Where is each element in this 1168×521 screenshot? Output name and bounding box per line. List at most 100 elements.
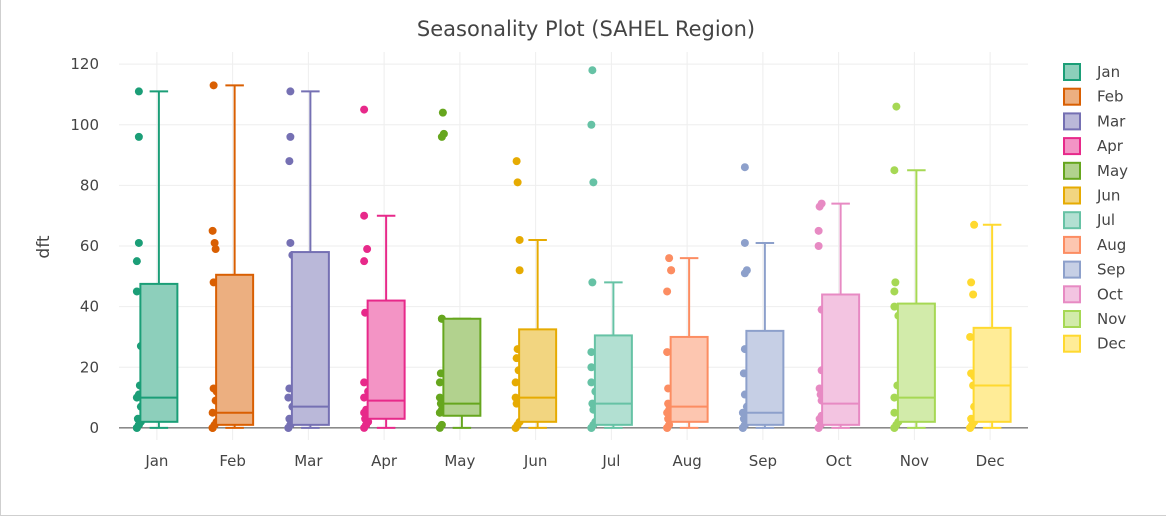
legend-item-feb[interactable]: Feb	[1063, 87, 1124, 106]
outlier-point[interactable]	[438, 108, 447, 117]
outlier-point[interactable]	[360, 211, 369, 220]
box-jun[interactable]	[511, 157, 558, 432]
outlier-point[interactable]	[738, 423, 747, 432]
outlier-point[interactable]	[511, 393, 520, 402]
outlier-point[interactable]	[663, 423, 672, 432]
outlier-point[interactable]	[132, 257, 141, 266]
box-iqr[interactable]	[366, 299, 406, 420]
legend-item-mar[interactable]: Mar	[1063, 112, 1126, 131]
outlier-point[interactable]	[360, 105, 369, 114]
outlier-point[interactable]	[211, 245, 220, 254]
outlier-point[interactable]	[132, 393, 141, 402]
outlier-point[interactable]	[285, 157, 294, 166]
outlier-point[interactable]	[663, 408, 672, 417]
outlier-point[interactable]	[132, 287, 141, 296]
outlier-point[interactable]	[890, 287, 899, 296]
legend-item-dec[interactable]: Dec	[1063, 334, 1126, 353]
legend[interactable]: Jan Feb Mar Apr May Jun Jul Aug Sep Oct Nov Dec	[1063, 63, 1128, 353]
legend-item-may[interactable]: May	[1063, 161, 1128, 180]
box-oct[interactable]	[814, 199, 861, 432]
outlier-point[interactable]	[814, 226, 823, 235]
outlier-point[interactable]	[814, 423, 823, 432]
box-iqr[interactable]	[290, 251, 330, 426]
box-iqr[interactable]	[518, 328, 558, 423]
outlier-point[interactable]	[814, 242, 823, 250]
outlier-point[interactable]	[967, 278, 976, 287]
outlier-point[interactable]	[966, 423, 975, 432]
outlier-point[interactable]	[740, 163, 749, 172]
outlier-point[interactable]	[969, 290, 978, 299]
outlier-point[interactable]	[134, 132, 143, 141]
outlier-point[interactable]	[890, 423, 899, 432]
box-aug[interactable]	[663, 254, 709, 432]
box-iqr[interactable]	[821, 293, 861, 426]
outlier-point[interactable]	[740, 269, 749, 278]
outlier-point[interactable]	[890, 302, 899, 311]
outlier-point[interactable]	[890, 166, 899, 175]
outlier-point[interactable]	[890, 393, 899, 402]
outlier-point[interactable]	[208, 408, 217, 417]
legend-item-aug[interactable]: Aug	[1063, 235, 1126, 254]
box-mar[interactable]	[284, 87, 330, 432]
outlier-point[interactable]	[209, 81, 218, 90]
outlier-point[interactable]	[587, 378, 596, 387]
box-iqr[interactable]	[442, 317, 482, 417]
outlier-point[interactable]	[667, 266, 676, 275]
box-iqr[interactable]	[896, 302, 936, 423]
outlier-point[interactable]	[738, 408, 747, 417]
outlier-point[interactable]	[360, 257, 369, 266]
outlier-point[interactable]	[132, 423, 141, 432]
outlier-point[interactable]	[134, 87, 143, 96]
legend-item-apr[interactable]: Apr	[1063, 137, 1124, 156]
outlier-point[interactable]	[663, 348, 672, 357]
outlier-point[interactable]	[511, 378, 520, 387]
outlier-point[interactable]	[587, 363, 596, 372]
outlier-point[interactable]	[363, 245, 372, 254]
box-iqr[interactable]	[139, 282, 179, 423]
outlier-point[interactable]	[892, 102, 901, 111]
outlier-point[interactable]	[589, 178, 598, 187]
outlier-point[interactable]	[435, 408, 444, 417]
box-apr[interactable]	[360, 105, 406, 432]
box-may[interactable]	[435, 108, 482, 432]
outlier-point[interactable]	[515, 235, 524, 244]
outlier-point[interactable]	[587, 348, 596, 357]
outlier-point[interactable]	[515, 266, 524, 275]
outlier-point[interactable]	[360, 393, 369, 402]
box-iqr[interactable]	[972, 326, 1012, 423]
legend-item-oct[interactable]: Oct	[1063, 285, 1123, 304]
box-jan[interactable]	[132, 87, 179, 432]
outlier-point[interactable]	[286, 132, 295, 141]
outlier-point[interactable]	[587, 120, 596, 129]
outlier-point[interactable]	[134, 238, 143, 247]
box-nov[interactable]	[890, 102, 936, 432]
box-iqr[interactable]	[669, 335, 709, 423]
legend-item-jul[interactable]: Jul	[1063, 211, 1115, 230]
outlier-point[interactable]	[970, 220, 979, 229]
box-jul[interactable]	[587, 66, 633, 432]
outlier-point[interactable]	[286, 238, 295, 247]
outlier-point[interactable]	[587, 423, 596, 432]
outlier-point[interactable]	[511, 423, 520, 432]
outlier-point[interactable]	[815, 202, 824, 211]
outlier-point[interactable]	[284, 393, 293, 402]
outlier-point[interactable]	[663, 287, 672, 296]
box-sep[interactable]	[738, 163, 785, 432]
outlier-point[interactable]	[740, 238, 749, 247]
outlier-point[interactable]	[286, 87, 295, 96]
outlier-point[interactable]	[210, 238, 219, 247]
outlier-point[interactable]	[588, 278, 597, 287]
outlier-point[interactable]	[208, 423, 217, 432]
outlier-point[interactable]	[891, 278, 900, 287]
outlier-point[interactable]	[665, 254, 674, 263]
legend-item-sep[interactable]: Sep	[1063, 260, 1125, 279]
outlier-point[interactable]	[890, 408, 899, 417]
legend-item-jun[interactable]: Jun	[1063, 186, 1120, 205]
outlier-point[interactable]	[208, 226, 217, 235]
outlier-point[interactable]	[435, 378, 444, 387]
outlier-point[interactable]	[966, 332, 975, 341]
outlier-point[interactable]	[360, 423, 369, 432]
outlier-point[interactable]	[284, 423, 293, 432]
box-feb[interactable]	[208, 81, 255, 432]
outlier-point[interactable]	[513, 178, 522, 187]
